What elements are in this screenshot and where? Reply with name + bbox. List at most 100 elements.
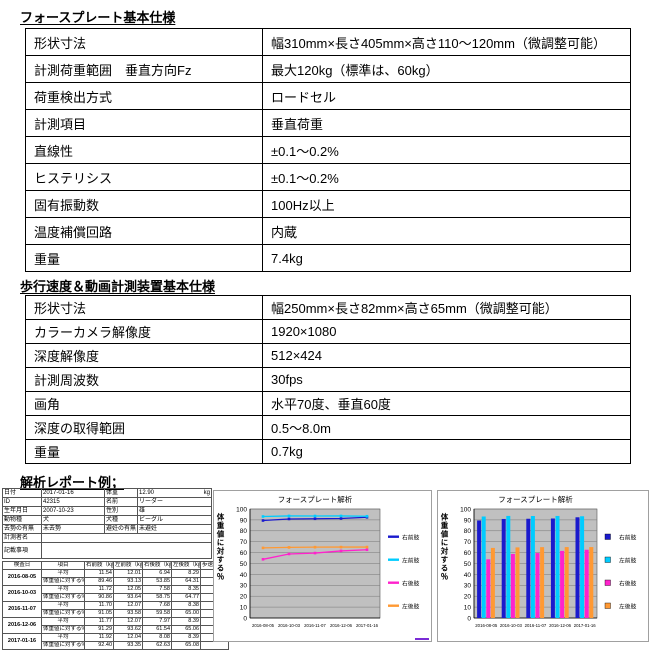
measurement-cell: 8.08 — [142, 633, 172, 642]
spec-label: 計測項目 — [25, 109, 263, 137]
spec-value: 幅310mm×長さ405mm×高さ110～120mm（微調整可能） — [262, 28, 631, 56]
report-example-title: 解析レポート例； — [20, 475, 125, 490]
bar-右後肢 — [486, 559, 491, 618]
measurement-cell: 61.54 — [142, 625, 172, 634]
measurement-cell: 7.68 — [142, 601, 172, 610]
spec-row: 形状寸法 幅250mm×長さ82mm×高さ65mm（微調整可能） — [25, 295, 631, 320]
col-header: 項目 — [41, 561, 85, 570]
spec-value: 幅250mm×長さ82mm×高さ65mm（微調整可能） — [262, 295, 631, 320]
y-tick-label: 100 — [236, 506, 247, 513]
info-value — [41, 542, 212, 559]
y-tick-label: 10 — [240, 605, 248, 612]
measurement-cell: 7.97 — [142, 617, 172, 626]
measurement-cell: 11.92 — [84, 633, 114, 642]
info-label: ID — [2, 497, 42, 507]
spec-row: 温度補償回路 内蔵 — [25, 217, 631, 245]
info-label: 犬種 — [104, 515, 138, 525]
y-tick-label: 10 — [464, 605, 472, 612]
y-tick-label: 100 — [460, 506, 471, 513]
measurement-cell: 64.77 — [171, 593, 201, 602]
legend-label: 右後肢 — [402, 580, 420, 588]
legend-label: 右前肢 — [402, 534, 420, 542]
measurement-header-row: 検査日 項目 右前肢（㎏） 左前肢（㎏） 右後肢（㎏） 左後肢（㎏） 歩速（m/… — [2, 561, 229, 570]
bar-右後肢 — [535, 553, 540, 618]
info-row: 生年月日 2007-10-23 性別雄 — [2, 506, 212, 516]
measurement-cell: 6.94 — [142, 569, 172, 578]
info-value: 犬 — [41, 515, 105, 525]
bar-右前肢 — [501, 518, 506, 618]
col-header: 右前肢（㎏） — [84, 561, 114, 570]
measurement-cell: 12.01 — [113, 569, 143, 578]
measurement-cell: 93.35 — [113, 641, 143, 650]
spec-row: 荷重検出方式 ロードセル — [25, 82, 631, 110]
row-label: 平均 — [41, 601, 85, 610]
measurement-cell: 93.58 — [113, 609, 143, 618]
x-tick-label: 2016-10-03 — [278, 623, 301, 628]
spec-label: ヒステリシス — [25, 163, 263, 191]
bar-左後肢 — [564, 547, 569, 618]
spec-label: 深度の取得範囲 — [25, 415, 263, 440]
x-tick-label: 2016-11-07 — [304, 623, 326, 628]
info-row: 日付 2017-01-16 体重 12.90 kg — [2, 488, 212, 498]
col-header: 右後肢（㎏） — [142, 561, 172, 570]
y-tick-label: 50 — [464, 561, 472, 568]
info-value — [41, 533, 212, 543]
spec-value: 30fps — [262, 367, 631, 392]
row-label: 体重値に対する% — [41, 609, 85, 618]
x-tick-label: 2016-12-06 — [549, 623, 572, 628]
measurement-cell: 90.86 — [84, 593, 114, 602]
row-label: 平均 — [41, 617, 85, 626]
row-label: 体重値に対する% — [41, 593, 85, 602]
legend-label: 右後肢 — [619, 580, 637, 588]
measurement-cell: 12.05 — [113, 585, 143, 594]
bar-右前肢 — [477, 520, 482, 618]
measurement-cell: 11.54 — [84, 569, 114, 578]
measurement-cell: 12.07 — [113, 601, 143, 610]
spec-label: 画角 — [25, 391, 263, 416]
bar-左前肢 — [481, 516, 486, 618]
spec-value: 最大120kg（標準は、60kg） — [262, 55, 631, 83]
spec-label: 計測荷重範囲 垂直方向Fz — [25, 55, 263, 83]
measurement-cell: 93.64 — [113, 593, 143, 602]
info-value: 未避妊 — [137, 524, 212, 534]
spec-label: 温度補償回路 — [25, 217, 263, 245]
measurement-cell: 11.77 — [84, 617, 114, 626]
y-tick-label: 80 — [240, 528, 248, 535]
info-label: 名前 — [104, 497, 138, 507]
spec-value: ±0.1～0.2% — [262, 163, 631, 191]
spec-row: 形状寸法 幅310mm×長さ405mm×高さ110～120mm（微調整可能） — [25, 28, 631, 56]
spec-row: ヒステリシス ±0.1～0.2% — [25, 163, 631, 191]
measurement-date: 2016-10-03 — [2, 585, 42, 602]
spec-label: 計測周波数 — [25, 367, 263, 392]
y-tick-label: 30 — [464, 583, 472, 590]
info-value: 雄 — [137, 506, 212, 516]
svg-text:フォースプレート解析: フォースプレート解析 — [498, 494, 573, 504]
measurement-cell: 62.63 — [142, 641, 172, 650]
col-header: 左後肢（㎏） — [171, 561, 201, 570]
bar-右後肢 — [560, 550, 565, 618]
gait-device-spec-table: 形状寸法 幅250mm×長さ82mm×高さ65mm（微調整可能） カラーカメラ解像… — [25, 295, 631, 464]
y-tick-label: 60 — [464, 550, 472, 557]
line-chart-ylabel: 体重値に対する％ — [216, 513, 225, 581]
x-tick-label: 2017-01-16 — [356, 623, 379, 628]
y-tick-label: 40 — [240, 572, 248, 579]
info-label: 記載事項 — [2, 542, 42, 559]
measurement-cell: 65.08 — [171, 641, 201, 650]
spec-row: 計測荷重範囲 垂直方向Fz 最大120kg（標準は、60kg） — [25, 55, 631, 83]
y-tick-label: 20 — [240, 594, 248, 601]
spec-value: 内蔵 — [262, 217, 631, 245]
info-value: 2007-10-23 — [41, 506, 105, 516]
row-label: 平均 — [41, 585, 85, 594]
bar-右前肢 — [575, 517, 580, 618]
legend-label: 右前肢 — [619, 534, 637, 542]
y-tick-label: 30 — [240, 583, 248, 590]
x-tick-label: 2016-08-05 — [475, 623, 498, 628]
measurement-cell: 8.38 — [171, 601, 201, 610]
info-value: 2017-01-16 — [41, 488, 105, 498]
spec-row: 固有振動数 100Hz以上 — [25, 190, 631, 218]
row-label: 体重値に対する% — [41, 625, 85, 634]
